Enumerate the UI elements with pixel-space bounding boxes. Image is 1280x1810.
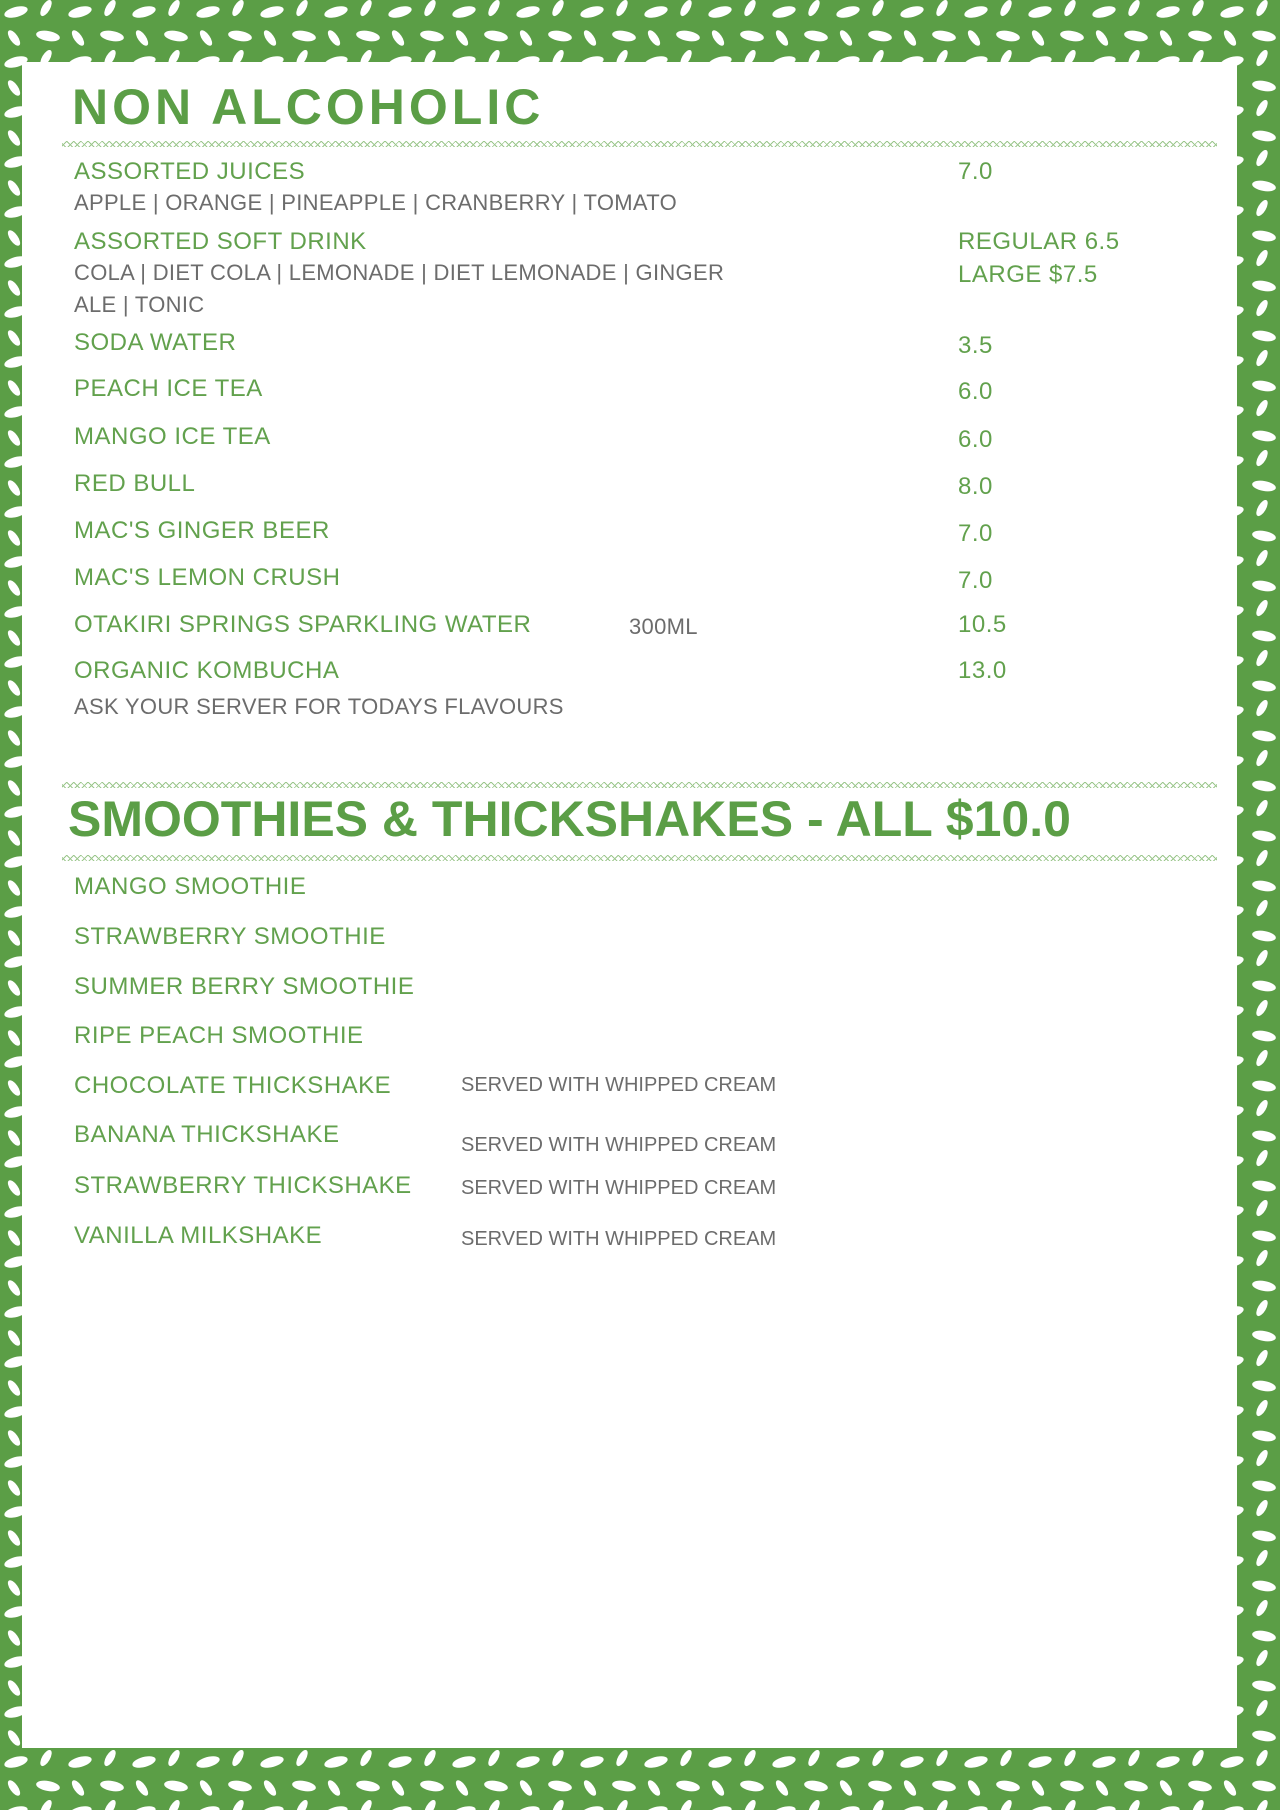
menu-item-name: MAC'S GINGER BEER [74,517,330,544]
menu-item-size: 300ML [629,614,698,639]
section-title-non-alcoholic: NON ALCOHOLIC [72,79,545,135]
menu-item-name: SUMMER BERRY SMOOTHIE [74,973,415,1000]
menu-item-name: MAC'S LEMON CRUSH [74,564,341,591]
divider [62,855,1217,861]
menu-item-name: MANGO SMOOTHIE [74,873,307,900]
menu-item-price: 7.0 [958,567,993,594]
menu-item-price: REGULAR 6.5 [958,228,1120,255]
menu-item-name: ASSORTED SOFT DRINK [74,228,367,255]
menu-item-price: 13.0 [958,657,1007,684]
menu-item-name: OTAKIRI SPRINGS SPARKLING WATER [74,611,532,638]
section-title-smoothies: SMOOTHIES & THICKSHAKES - ALL $10.0 [68,791,1071,847]
menu-item-price: 6.0 [958,378,993,405]
menu-panel [22,62,1237,1748]
menu-item-name: BANANA THICKSHAKE [74,1121,340,1148]
menu-item-note: SERVED WITH WHIPPED CREAM [461,1074,777,1096]
menu-item-description: ALE | TONIC [74,292,205,317]
menu-item-price: 7.0 [958,158,993,185]
menu-item-name: STRAWBERRY SMOOTHIE [74,923,386,950]
menu-item-price: LARGE $7.5 [958,261,1098,288]
menu-item-name: VANILLA MILKSHAKE [74,1222,323,1249]
menu-item-name: SODA WATER [74,329,237,356]
menu-item-price: 3.5 [958,332,993,359]
menu-item-name: ASSORTED JUICES [74,158,306,185]
menu-item-name: STRAWBERRY THICKSHAKE [74,1172,412,1199]
menu-item-name: ORGANIC KOMBUCHA [74,657,340,684]
menu-item-note: SERVED WITH WHIPPED CREAM [461,1134,777,1156]
menu-item-price: 6.0 [958,426,993,453]
menu-item-price: 10.5 [958,611,1007,638]
menu-item-note: SERVED WITH WHIPPED CREAM [461,1177,777,1199]
menu-item-note: SERVED WITH WHIPPED CREAM [461,1228,777,1250]
menu-item-name: RED BULL [74,470,196,497]
menu-item-name: MANGO ICE TEA [74,423,271,450]
menu-item-name: PEACH ICE TEA [74,375,263,402]
menu-item-description: ASK YOUR SERVER FOR TODAYS FLAVOURS [74,694,564,719]
menu-item-name: CHOCOLATE THICKSHAKE [74,1072,392,1099]
menu-item-name: RIPE PEACH SMOOTHIE [74,1022,364,1049]
menu-item-description: COLA | DIET COLA | LEMONADE | DIET LEMON… [74,260,725,285]
menu-item-description: APPLE | ORANGE | PINEAPPLE | CRANBERRY |… [74,190,678,215]
divider [62,141,1217,147]
menu-item-price: 7.0 [958,520,993,547]
menu-item-price: 8.0 [958,473,993,500]
divider [62,782,1217,788]
